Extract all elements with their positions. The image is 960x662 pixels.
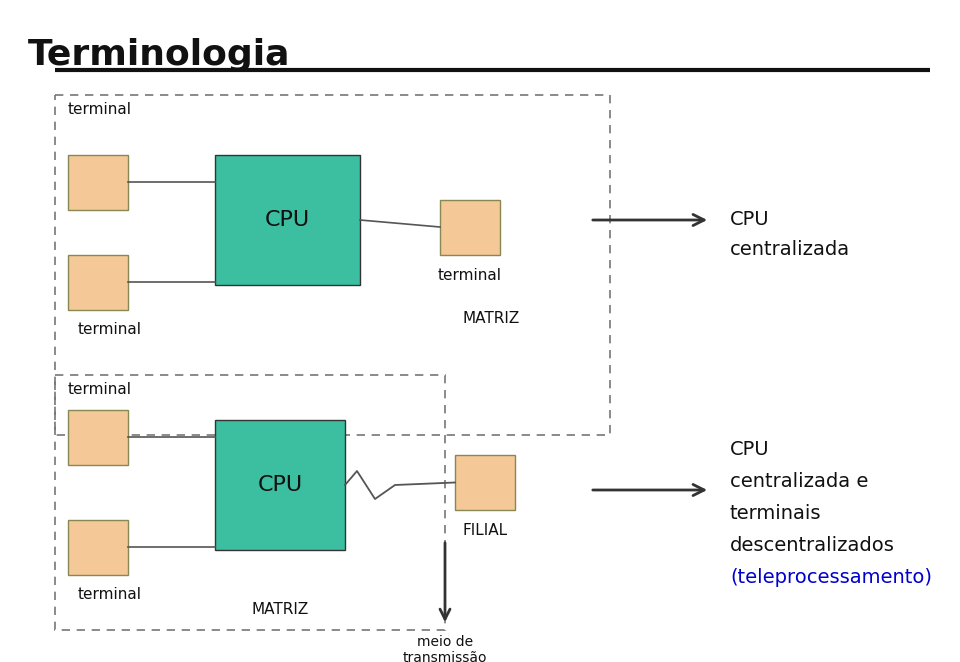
Text: terminal: terminal [438,268,502,283]
Text: Terminologia: Terminologia [28,38,291,72]
Bar [215,155,360,285]
Text: MATRIZ: MATRIZ [463,311,520,326]
Text: centralizada: centralizada [730,240,851,259]
Bar [440,200,500,255]
Text: terminal: terminal [78,587,142,602]
Bar [68,155,128,210]
Text: FILIAL: FILIAL [463,523,508,538]
Bar [68,520,128,575]
Text: centralizada e: centralizada e [730,472,869,491]
Bar [455,455,515,510]
Text: terminal: terminal [78,322,142,337]
Text: MATRIZ: MATRIZ [252,602,308,617]
Bar [68,410,128,465]
Text: terminal: terminal [68,382,132,397]
Text: CPU: CPU [730,440,770,459]
Text: meio de
transmissão: meio de transmissão [403,635,488,662]
Bar [55,375,445,630]
Text: terminal: terminal [68,102,132,117]
Bar [68,255,128,310]
Text: CPU: CPU [730,210,770,229]
Text: descentralizados: descentralizados [730,536,895,555]
Bar [55,95,610,435]
Bar [215,420,345,550]
Text: terminais: terminais [730,504,822,523]
Text: CPU: CPU [257,475,302,495]
Text: (teleprocessamento): (teleprocessamento) [730,568,932,587]
Text: CPU: CPU [265,210,310,230]
